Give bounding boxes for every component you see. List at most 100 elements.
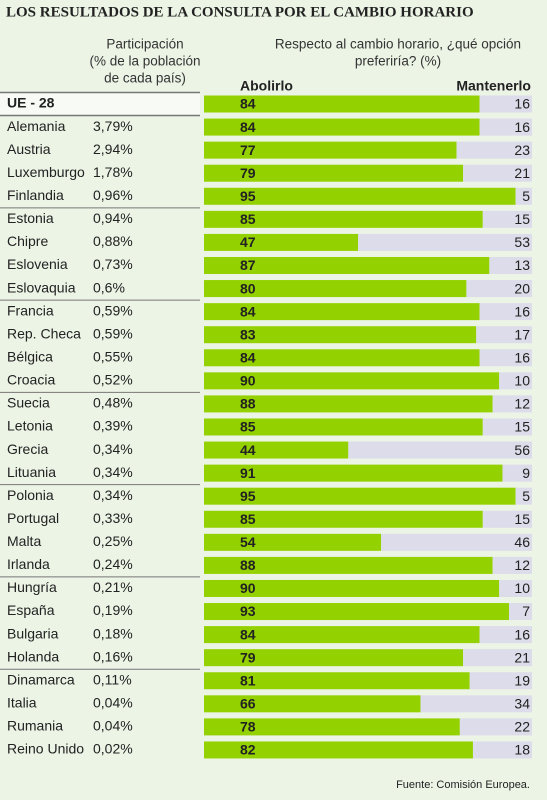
value-label: 47 bbox=[240, 234, 256, 250]
bar-segment bbox=[204, 395, 493, 413]
category-label: Eslovenia bbox=[7, 256, 68, 272]
value-label: 85 bbox=[240, 419, 256, 435]
value-label: 23 bbox=[514, 142, 530, 158]
legend-label: Abolirlo bbox=[240, 78, 293, 94]
category-label: Rumania bbox=[7, 718, 63, 734]
value-label: 82 bbox=[240, 742, 256, 758]
bar-segment bbox=[204, 280, 467, 298]
value-label: 18 bbox=[514, 742, 530, 758]
value-label: 80 bbox=[240, 280, 256, 296]
column-header: de cada país) bbox=[104, 71, 186, 86]
value-label: 10 bbox=[514, 580, 530, 596]
participation: 0,02% bbox=[93, 741, 133, 757]
bar-segment bbox=[472, 741, 532, 759]
subtitle: preferiría? (%) bbox=[355, 54, 441, 69]
bar-segment bbox=[204, 233, 359, 251]
bar-segment bbox=[489, 256, 532, 274]
value-label: 79 bbox=[240, 165, 256, 181]
participation: 0,11% bbox=[93, 671, 132, 687]
bar-segment bbox=[499, 579, 532, 597]
participation: 0,19% bbox=[93, 602, 133, 618]
subtitle: Respecto al cambio horario, ¿qué opción bbox=[275, 37, 521, 52]
value-label: 90 bbox=[240, 580, 256, 596]
value-label: 7 bbox=[522, 603, 530, 619]
bar-segment bbox=[204, 164, 464, 182]
value-label: 17 bbox=[514, 326, 530, 342]
value-label: 56 bbox=[514, 442, 530, 458]
category-label: Malta bbox=[7, 533, 41, 549]
bar-segment bbox=[204, 510, 483, 528]
value-label: 83 bbox=[240, 326, 256, 342]
bar-segment bbox=[204, 372, 500, 390]
bar-segment bbox=[482, 418, 532, 436]
value-label: 10 bbox=[514, 373, 530, 389]
bar-segment bbox=[204, 556, 493, 574]
source: Fuente: Comisión Europea. bbox=[396, 779, 530, 791]
bar-segment bbox=[204, 141, 457, 159]
bar-segment bbox=[204, 695, 421, 713]
value-label: 46 bbox=[514, 534, 530, 550]
participation: 0,34% bbox=[93, 464, 133, 480]
value-label: 81 bbox=[240, 672, 256, 688]
bar-segment bbox=[492, 556, 532, 574]
category-label: Luxemburgo bbox=[7, 164, 85, 180]
bar-segment bbox=[204, 626, 480, 644]
bar-segment bbox=[204, 579, 500, 597]
participation: 0,88% bbox=[93, 233, 133, 249]
bar-segment bbox=[420, 695, 532, 713]
bar-segment bbox=[204, 418, 483, 436]
participation: 0,6% bbox=[93, 279, 125, 295]
participation: 0,16% bbox=[93, 648, 133, 664]
value-label: 88 bbox=[240, 396, 256, 412]
participation: 3,79% bbox=[93, 118, 133, 134]
bar-segment bbox=[204, 672, 470, 690]
participation: 0,34% bbox=[93, 441, 133, 457]
category-label: Alemania bbox=[7, 118, 66, 134]
value-label: 16 bbox=[514, 349, 530, 365]
value-label: 84 bbox=[240, 96, 256, 112]
bar-segment bbox=[463, 164, 532, 182]
bar-segment bbox=[204, 441, 349, 459]
category-label: Holanda bbox=[7, 648, 59, 664]
value-label: 84 bbox=[240, 119, 256, 135]
participation: 0,25% bbox=[93, 533, 133, 549]
category-label: Grecia bbox=[7, 441, 48, 457]
value-label: 88 bbox=[240, 557, 256, 573]
value-label: 5 bbox=[522, 488, 530, 504]
participation: 0,73% bbox=[93, 256, 133, 272]
bar-segment bbox=[479, 303, 532, 321]
participation: 0,33% bbox=[93, 510, 133, 526]
bar-segment bbox=[348, 441, 532, 459]
category-label: Polonia bbox=[7, 487, 54, 503]
bar-segment bbox=[509, 603, 532, 621]
bar-segment bbox=[204, 303, 480, 321]
bar-segment bbox=[499, 372, 532, 390]
bar-segment bbox=[204, 741, 473, 759]
bar-segment bbox=[204, 256, 490, 274]
value-label: 15 bbox=[514, 511, 530, 527]
value-label: 12 bbox=[514, 557, 530, 573]
bar-segment bbox=[476, 326, 532, 344]
column-header: (% de la población bbox=[89, 54, 200, 69]
value-label: 19 bbox=[514, 672, 530, 688]
value-label: 53 bbox=[514, 234, 530, 250]
value-label: 84 bbox=[240, 626, 256, 642]
participation: 0,55% bbox=[93, 348, 133, 364]
value-label: 91 bbox=[240, 465, 256, 481]
bar-segment bbox=[204, 95, 480, 113]
value-label: 12 bbox=[514, 396, 530, 412]
category-label: Italia bbox=[7, 695, 37, 711]
category-label: Croacia bbox=[7, 372, 55, 388]
category-label: Dinamarca bbox=[7, 671, 75, 687]
category-label: Letonia bbox=[7, 418, 53, 434]
bar-segment bbox=[204, 649, 464, 667]
bar-segment bbox=[456, 141, 532, 159]
value-label: 16 bbox=[514, 626, 530, 642]
value-label: 21 bbox=[514, 165, 530, 181]
category-label: Rep. Checa bbox=[7, 325, 81, 341]
value-label: 90 bbox=[240, 373, 256, 389]
participation: 2,94% bbox=[93, 141, 133, 157]
value-label: 15 bbox=[514, 211, 530, 227]
category-label: Eslovaquia bbox=[7, 279, 76, 295]
